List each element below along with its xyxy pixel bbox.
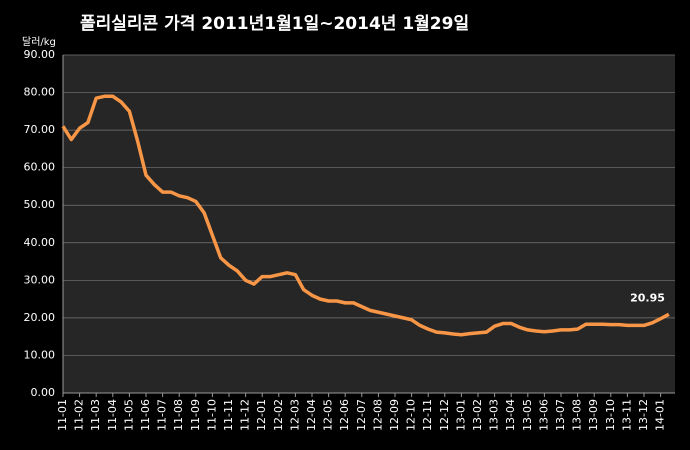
chart-title: 폴리실리콘 가격 2011년1월1일~2014년 1월29일 bbox=[80, 14, 469, 34]
x-tick-label: 12-08 bbox=[371, 399, 384, 431]
y-tick-label: 60.00 bbox=[24, 161, 56, 174]
x-tick-label: 13-02 bbox=[471, 399, 484, 431]
x-tick-label: 11-06 bbox=[139, 399, 152, 431]
x-tick-label: 12-05 bbox=[322, 399, 335, 431]
plot-area bbox=[63, 55, 675, 393]
x-tick-label: 12-09 bbox=[388, 399, 401, 431]
y-tick-label: 30.00 bbox=[24, 273, 56, 286]
x-tick-label: 12-11 bbox=[421, 399, 434, 431]
y-tick-label: 90.00 bbox=[24, 48, 56, 61]
x-tick-label: 11-10 bbox=[205, 399, 218, 431]
y-tick-label: 70.00 bbox=[24, 123, 56, 136]
x-tick-label: 12-04 bbox=[305, 399, 318, 431]
x-tick-label: 11-11 bbox=[222, 399, 235, 431]
y-tick-label: 40.00 bbox=[24, 236, 56, 249]
y-tick-label: 0.00 bbox=[31, 386, 56, 399]
x-tick-label: 13-11 bbox=[620, 399, 633, 431]
x-tick-label: 11-04 bbox=[106, 399, 119, 431]
x-tick-label: 11-08 bbox=[172, 399, 185, 431]
x-tick-label: 13-05 bbox=[521, 399, 534, 431]
x-tick-label: 13-08 bbox=[571, 399, 584, 431]
x-tick-label: 11-07 bbox=[156, 399, 169, 431]
y-tick-label: 20.00 bbox=[24, 311, 56, 324]
x-tick-label: 13-01 bbox=[454, 399, 467, 431]
x-tick-label: 13-06 bbox=[537, 399, 550, 431]
x-tick-label: 12-03 bbox=[288, 399, 301, 431]
x-tick-label: 13-10 bbox=[604, 399, 617, 431]
x-tick-label: 11-02 bbox=[73, 399, 86, 431]
x-tick-label: 11-09 bbox=[189, 399, 202, 431]
x-tick-label: 12-06 bbox=[338, 399, 351, 431]
x-tick-label: 11-05 bbox=[122, 399, 135, 431]
x-tick-label: 13-07 bbox=[554, 399, 567, 431]
x-tick-label: 13-04 bbox=[504, 399, 517, 431]
x-tick-label: 12-01 bbox=[255, 399, 268, 431]
line bbox=[61, 94, 670, 337]
y-axis-label: 달러/kg bbox=[22, 36, 56, 48]
x-tick-label: 11-03 bbox=[89, 399, 102, 431]
y-tick-label: 50.00 bbox=[24, 198, 56, 211]
x-tick-label: 12-12 bbox=[438, 399, 451, 431]
x-tick-label: 11-01 bbox=[56, 399, 69, 431]
x-tick-label: 13-09 bbox=[587, 399, 600, 431]
y-tick-label: 10.00 bbox=[24, 348, 56, 361]
x-tick-label: 13-12 bbox=[637, 399, 650, 431]
data-label: 20.95 bbox=[630, 291, 665, 304]
x-tick-label: 12-07 bbox=[355, 399, 368, 431]
x-tick-label: 13-03 bbox=[488, 399, 501, 431]
x-tick-label: 11-12 bbox=[239, 399, 252, 431]
x-tick-label: 12-02 bbox=[272, 399, 285, 431]
x-tick-label: 14-01 bbox=[654, 399, 667, 431]
y-tick-label: 80.00 bbox=[24, 86, 56, 99]
x-tick-label: 12-10 bbox=[405, 399, 418, 431]
